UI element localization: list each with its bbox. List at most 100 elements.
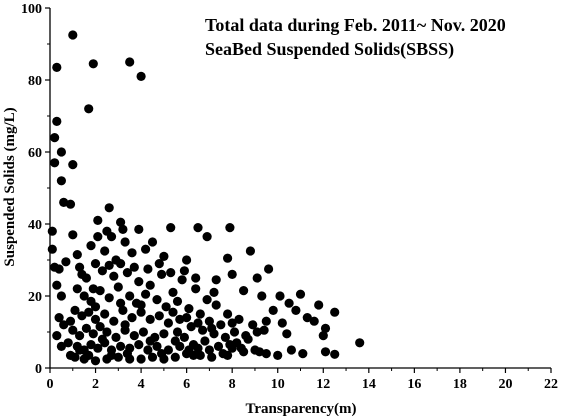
data-point — [116, 259, 126, 269]
data-point — [168, 307, 178, 317]
data-point — [202, 232, 212, 242]
data-point — [163, 318, 173, 328]
data-point — [159, 329, 169, 339]
data-point — [234, 314, 244, 324]
data-point — [54, 313, 64, 323]
data-point — [182, 255, 192, 265]
data-point — [61, 257, 71, 267]
y-tick-label: 40 — [28, 218, 42, 233]
data-point — [86, 241, 96, 251]
data-point — [302, 313, 312, 323]
data-point — [161, 302, 171, 312]
data-point — [134, 277, 144, 287]
data-point — [136, 300, 146, 310]
data-point — [154, 311, 164, 321]
data-point — [145, 280, 155, 290]
data-point — [127, 313, 137, 323]
data-point — [136, 307, 146, 317]
data-point — [116, 217, 126, 227]
data-point — [330, 349, 340, 359]
y-tick-label: 0 — [35, 362, 42, 377]
data-point — [65, 199, 76, 209]
annotation-line-2: SeaBed Suspended Solids(SBSS) — [205, 39, 454, 60]
data-point — [211, 300, 221, 310]
data-point — [68, 160, 78, 170]
data-point — [239, 286, 249, 296]
y-axis-label: Suspended Solids (mg/L) — [2, 107, 18, 266]
data-point — [47, 226, 57, 236]
data-point — [125, 57, 135, 67]
data-point — [195, 350, 205, 360]
data-point — [284, 298, 294, 308]
data-point — [88, 329, 98, 339]
data-point — [90, 302, 101, 312]
data-point — [154, 259, 164, 269]
data-point — [225, 340, 235, 350]
data-point — [209, 287, 219, 297]
data-point — [136, 71, 146, 81]
data-point — [291, 305, 301, 315]
annotation-line-1: Total data during Feb. 2011~ Nov. 2020 — [205, 15, 506, 35]
data-point — [182, 313, 192, 323]
data-point — [314, 300, 324, 310]
data-point — [120, 237, 130, 247]
data-point — [202, 295, 212, 305]
data-point — [59, 320, 69, 330]
data-point — [136, 354, 146, 364]
data-point — [227, 269, 237, 279]
data-point — [320, 347, 331, 357]
x-axis-ticks: 0 2 4 6 8 10 12 14 16 18 20 22 — [47, 368, 558, 392]
data-point — [52, 280, 62, 290]
data-point — [213, 341, 224, 351]
x-tick-label: 6 — [183, 377, 190, 392]
data-point — [118, 305, 128, 315]
y-tick-label: 60 — [28, 146, 42, 161]
y-tick-label: 20 — [28, 290, 42, 305]
data-point — [179, 266, 189, 276]
data-point — [86, 340, 96, 350]
data-point — [309, 316, 319, 326]
data-point — [100, 309, 110, 319]
data-point — [193, 343, 203, 353]
data-point — [147, 352, 158, 362]
data-point — [163, 345, 173, 355]
data-point — [275, 291, 285, 301]
data-point — [184, 304, 194, 314]
data-point — [259, 325, 269, 335]
data-point — [84, 350, 94, 360]
data-point — [104, 260, 114, 270]
data-point — [95, 322, 105, 332]
data-point — [68, 325, 78, 335]
x-tick-label: 20 — [498, 377, 512, 392]
data-point — [138, 327, 148, 337]
data-point — [50, 133, 60, 143]
data-point — [84, 307, 94, 317]
y-tick-label: 80 — [28, 74, 42, 89]
data-point — [320, 323, 331, 333]
data-point — [52, 116, 62, 126]
x-tick-label: 4 — [138, 377, 145, 392]
data-point — [141, 289, 151, 299]
data-point — [225, 223, 235, 233]
data-point — [186, 322, 196, 332]
data-point — [318, 331, 328, 341]
data-point — [193, 223, 203, 233]
x-tick-label: 14 — [362, 377, 376, 392]
data-point — [63, 338, 73, 348]
data-point — [75, 262, 85, 272]
data-point — [229, 327, 240, 337]
data-point — [50, 262, 60, 272]
data-point — [143, 345, 153, 355]
data-point — [111, 332, 121, 342]
data-point — [170, 352, 180, 362]
data-point — [166, 223, 176, 233]
data-point — [90, 314, 101, 324]
data-point — [90, 259, 101, 269]
data-point — [159, 251, 169, 261]
x-tick-label: 18 — [453, 377, 467, 392]
data-point — [81, 323, 91, 333]
data-point — [188, 350, 199, 360]
data-point — [104, 293, 114, 303]
data-point — [172, 296, 183, 306]
